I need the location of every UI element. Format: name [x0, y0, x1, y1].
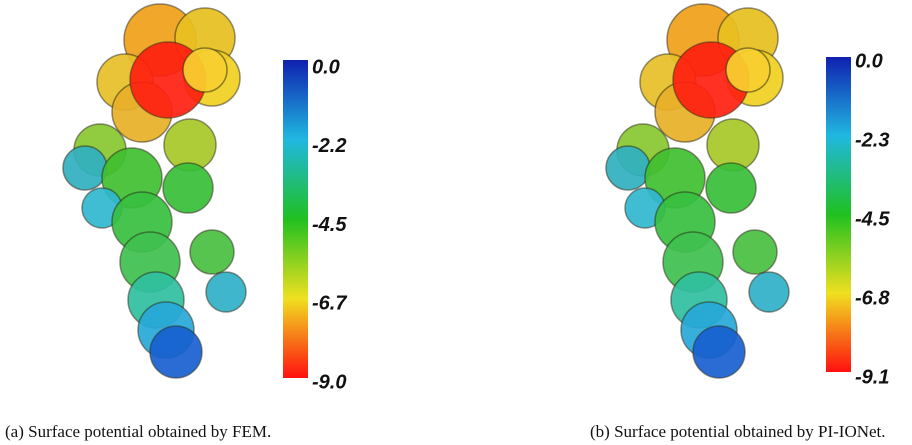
colorbar: [283, 60, 308, 378]
molecule-surface: [605, 3, 790, 379]
colorbar-tick-label: -6.7: [312, 293, 347, 315]
caption: (a) Surface potential obtained by FEM.: [5, 422, 271, 441]
colorbar-tick-label: -9.0: [312, 371, 346, 393]
caption: (b) Surface potential obtained by PI-ION…: [590, 422, 886, 441]
colorbar-tick-label: -2.2: [312, 135, 346, 157]
colorbar-tick-label: 0.0: [312, 56, 340, 78]
colorbar: [826, 57, 851, 372]
colorbar-tick-label: -4.5: [312, 214, 347, 236]
colorbar-tick-label: -2.3: [855, 129, 889, 151]
molecule-surface: [62, 3, 247, 379]
colorbar-tick-label: -9.1: [855, 366, 889, 388]
colorbar-tick-label: -4.5: [855, 208, 890, 230]
colorbar-tick-label: 0.0: [855, 50, 883, 72]
colorbar-tick-label: -6.8: [855, 287, 890, 309]
